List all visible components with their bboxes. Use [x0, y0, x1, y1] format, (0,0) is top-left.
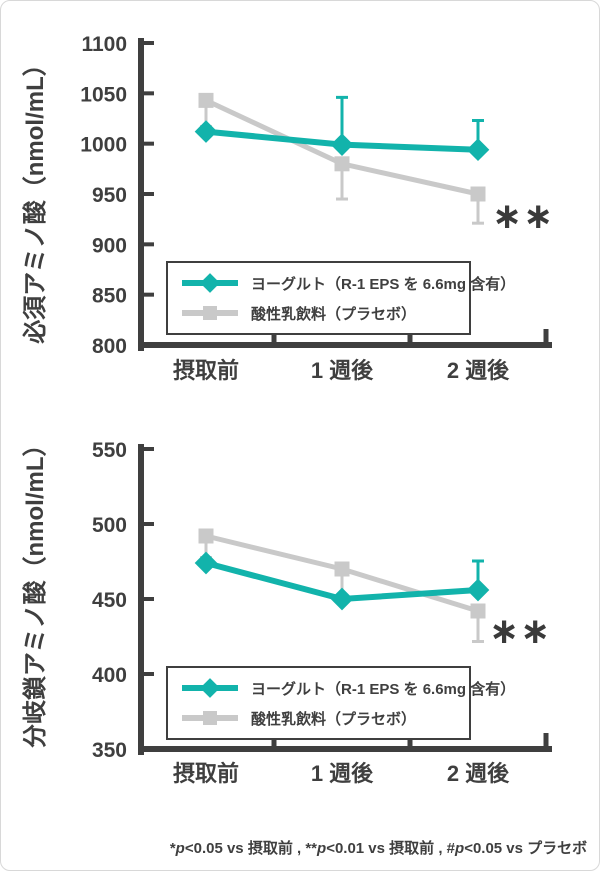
legend-item-placebo: 酸性乳飲料（プラセボ） — [182, 301, 455, 325]
legend-item-placebo: 酸性乳飲料（プラセボ） — [182, 706, 455, 730]
legend-label-placebo: 酸性乳飲料（プラセボ） — [251, 305, 417, 323]
svg-text:摂取前: 摂取前 — [173, 761, 239, 786]
svg-text:950: 950 — [92, 184, 127, 207]
legend-item-yogurt: ヨーグルト（R-1 EPS を 6.6mg 含有） — [182, 676, 515, 700]
svg-text:2 週後: 2 週後 — [447, 358, 510, 383]
svg-text:900: 900 — [92, 234, 127, 257]
legend-item-yogurt: ヨーグルト（R-1 EPS を 6.6mg 含有） — [182, 271, 515, 295]
square-marker-icon — [203, 711, 217, 725]
svg-text:1 週後: 1 週後 — [311, 761, 374, 786]
svg-text:摂取前: 摂取前 — [173, 358, 239, 383]
significance-stars: ∗∗ — [492, 195, 555, 236]
placebo-line-swatch — [182, 710, 238, 726]
yogurt-line-swatch — [182, 678, 238, 698]
diamond-marker-icon — [200, 273, 220, 293]
legend-label-yogurt: ヨーグルト（R-1 EPS を 6.6mg 含有） — [251, 275, 516, 293]
legend: ヨーグルト（R-1 EPS を 6.6mg 含有） 酸性乳飲料（プラセボ） — [166, 666, 515, 740]
svg-text:450: 450 — [92, 589, 127, 612]
essential-amino-acids-chart: 必須アミノ酸（nmol/mL） 800 850 900 950 1000 1050 1100… — [1, 21, 599, 421]
svg-text:850: 850 — [92, 285, 127, 308]
svg-text:1 週後: 1 週後 — [311, 358, 374, 383]
plot-svg: 800 850 900 950 1000 1050 1100 摂取前 1 週後 2 週後 — [80, 33, 552, 383]
svg-text:800: 800 — [92, 335, 127, 358]
legend: ヨーグルト（R-1 EPS を 6.6mg 含有） 酸性乳飲料（プラセボ） — [166, 261, 515, 335]
svg-text:1100: 1100 — [81, 33, 127, 56]
square-marker-icon — [203, 306, 217, 320]
yogurt-line-swatch — [182, 273, 238, 293]
diamond-marker-icon — [200, 678, 220, 698]
significance-stars: ∗∗ — [489, 610, 552, 651]
svg-text:500: 500 — [92, 514, 127, 537]
svg-text:550: 550 — [92, 439, 127, 462]
svg-text:1050: 1050 — [80, 83, 127, 106]
svg-text:400: 400 — [92, 664, 127, 687]
svg-text:1000: 1000 — [80, 134, 127, 157]
plot-svg: 350 400 450 500 550 摂取前 1 週後 2 週後 — [92, 439, 552, 786]
branched-chain-amino-acids-chart: 分岐鎖アミノ酸（nmol/mL） 350 400 450 500 550 摂取前 1 週後 2… — [1, 429, 599, 829]
placebo-line-swatch — [182, 305, 238, 321]
svg-text:350: 350 — [92, 739, 127, 762]
significance-footnote: *p<0.05 vs 摂取前 , **p<0.01 vs 摂取前 , #p<0.… — [169, 840, 588, 857]
legend-label-yogurt: ヨーグルト（R-1 EPS を 6.6mg 含有） — [251, 680, 516, 698]
svg-text:2 週後: 2 週後 — [447, 761, 510, 786]
legend-label-placebo: 酸性乳飲料（プラセボ） — [251, 710, 417, 728]
